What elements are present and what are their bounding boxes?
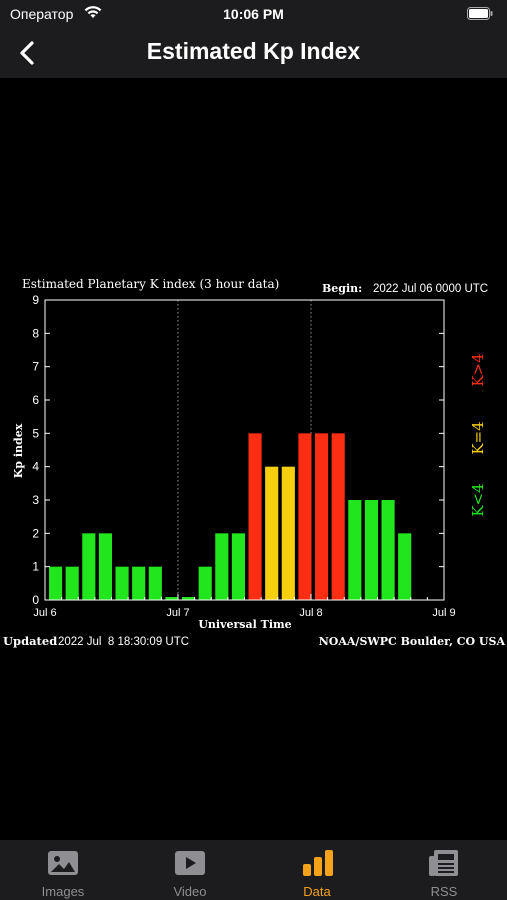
legend-item: K>4: [469, 353, 487, 386]
y-tick-label: 8: [32, 326, 39, 340]
tab-bar: Images Video Data RSS: [0, 840, 507, 900]
kp-bar: [248, 433, 262, 600]
back-button[interactable]: [8, 34, 48, 74]
x-tick-label: Jul 9: [432, 607, 455, 619]
chevron-left-icon: [20, 41, 34, 65]
carrier-label: Оператор: [10, 6, 74, 22]
kp-bar: [98, 533, 112, 600]
wifi-icon: [84, 6, 102, 18]
tab-data-label: Data: [303, 884, 331, 899]
kp-bar: [148, 566, 162, 600]
kp-bar: [281, 466, 295, 600]
y-tick-label: 3: [32, 493, 39, 507]
legend-item: K=4: [469, 421, 487, 454]
navigation-bar: Estimated Kp Index: [0, 28, 507, 78]
battery-icon: [467, 7, 493, 20]
x-tick-label: Jul 6: [33, 607, 56, 619]
kp-bar: [381, 500, 395, 600]
y-tick-label: 0: [32, 593, 39, 607]
source-credit: NOAA/SWPC Boulder, CO USA: [319, 635, 506, 648]
status-bar: Оператор 10:06 PM: [0, 0, 507, 28]
kp-bar: [82, 533, 96, 600]
kp-bar: [165, 597, 179, 600]
kp-bar: [265, 466, 279, 600]
kp-bar: [315, 433, 329, 600]
tab-rss[interactable]: RSS: [381, 840, 507, 900]
kp-bar: [231, 533, 245, 600]
y-tick-label: 5: [32, 426, 39, 440]
y-tick-label: 9: [32, 293, 39, 307]
video-icon: [175, 851, 205, 875]
status-time: 10:06 PM: [223, 6, 284, 22]
begin-label: Begin:: [322, 282, 362, 295]
y-tick-label: 7: [32, 360, 39, 374]
page-title: Estimated Kp Index: [146, 38, 361, 64]
kp-bar: [348, 500, 362, 600]
kp-bar: [182, 597, 196, 600]
kp-bar: [398, 533, 412, 600]
y-tick-label: 4: [32, 460, 39, 474]
y-tick-label: 2: [32, 526, 39, 540]
kp-bar: [215, 533, 229, 600]
y-axis-label: Kp index: [12, 423, 25, 478]
kp-bar: [115, 566, 129, 600]
x-axis-label: Universal Time: [198, 618, 291, 631]
chart-title: Estimated Planetary K index (3 hour data…: [22, 277, 279, 291]
tab-images-label: Images: [41, 884, 85, 899]
kp-bar: [132, 566, 146, 600]
legend-item: K<4: [469, 483, 487, 516]
kp-bar: [198, 566, 212, 600]
x-tick-label: Jul 7: [166, 607, 189, 619]
kp-bar: [65, 566, 79, 600]
kp-bar: [364, 500, 378, 600]
kp-bar: [331, 433, 345, 600]
tab-video[interactable]: Video: [127, 840, 253, 900]
y-tick-label: 6: [32, 393, 39, 407]
news-icon: [429, 850, 458, 876]
updated-label: Updated: [3, 634, 57, 648]
kp-bar: [298, 433, 312, 600]
image-icon: [48, 851, 78, 875]
kp-bar: [49, 566, 63, 600]
y-tick-label: 1: [32, 560, 39, 574]
tab-rss-label: RSS: [430, 884, 458, 899]
kp-chart: Estimated Planetary K index (3 hour data…: [0, 270, 507, 655]
kp-chart-svg: Estimated Planetary K index (3 hour data…: [3, 277, 506, 648]
tab-data[interactable]: Data: [254, 840, 380, 900]
x-tick-label: Jul 8: [299, 607, 322, 619]
bar-chart-icon: [303, 850, 333, 876]
tab-images[interactable]: Images: [0, 840, 126, 900]
updated-value: 2022 Jul 8 18:30:09 UTC: [58, 636, 189, 648]
tab-video-label: Video: [173, 884, 207, 899]
begin-value: 2022 Jul 06 0000 UTC: [373, 283, 488, 295]
